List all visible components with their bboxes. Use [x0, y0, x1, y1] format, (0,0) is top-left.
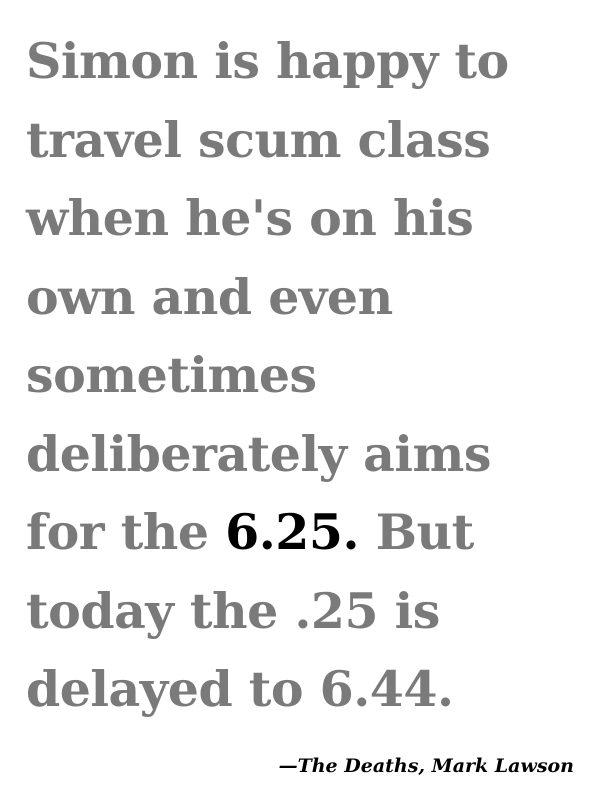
quote-line: delayed to 6.44.: [26, 650, 586, 729]
quote-line-text: But: [359, 503, 475, 561]
quote-line: for the 6.25. But: [26, 493, 586, 572]
quote-line-text: own and even: [26, 267, 393, 326]
quote-line-text: delayed to 6.44.: [26, 660, 454, 718]
quote-line: Simon is happy to: [26, 22, 586, 101]
quote-line: own and even: [26, 258, 586, 337]
highlighted-time: 6.25.: [225, 503, 360, 561]
attribution: —The Deaths, Mark Lawson: [278, 755, 574, 777]
quote-line: travel scum class: [26, 101, 586, 180]
quote-line-text: Simon is happy to: [26, 32, 509, 90]
quote-line: today the .25 is: [26, 572, 586, 651]
quote-line-text: deliberately aims: [26, 424, 491, 483]
quote-line: sometimes: [26, 336, 586, 415]
quote-line-text: for the: [26, 503, 226, 561]
quote-line-text: travel scum class: [26, 110, 491, 169]
quote-text: Simon is happy to travel scum class when…: [26, 22, 586, 729]
quote-line: when he's on his: [26, 179, 586, 258]
quote-line-text: today the .25 is: [26, 581, 440, 640]
quote-line-text: sometimes: [26, 346, 317, 404]
quote-line: deliberately aims: [26, 415, 586, 494]
quote-line-text: when he's on his: [26, 189, 474, 247]
